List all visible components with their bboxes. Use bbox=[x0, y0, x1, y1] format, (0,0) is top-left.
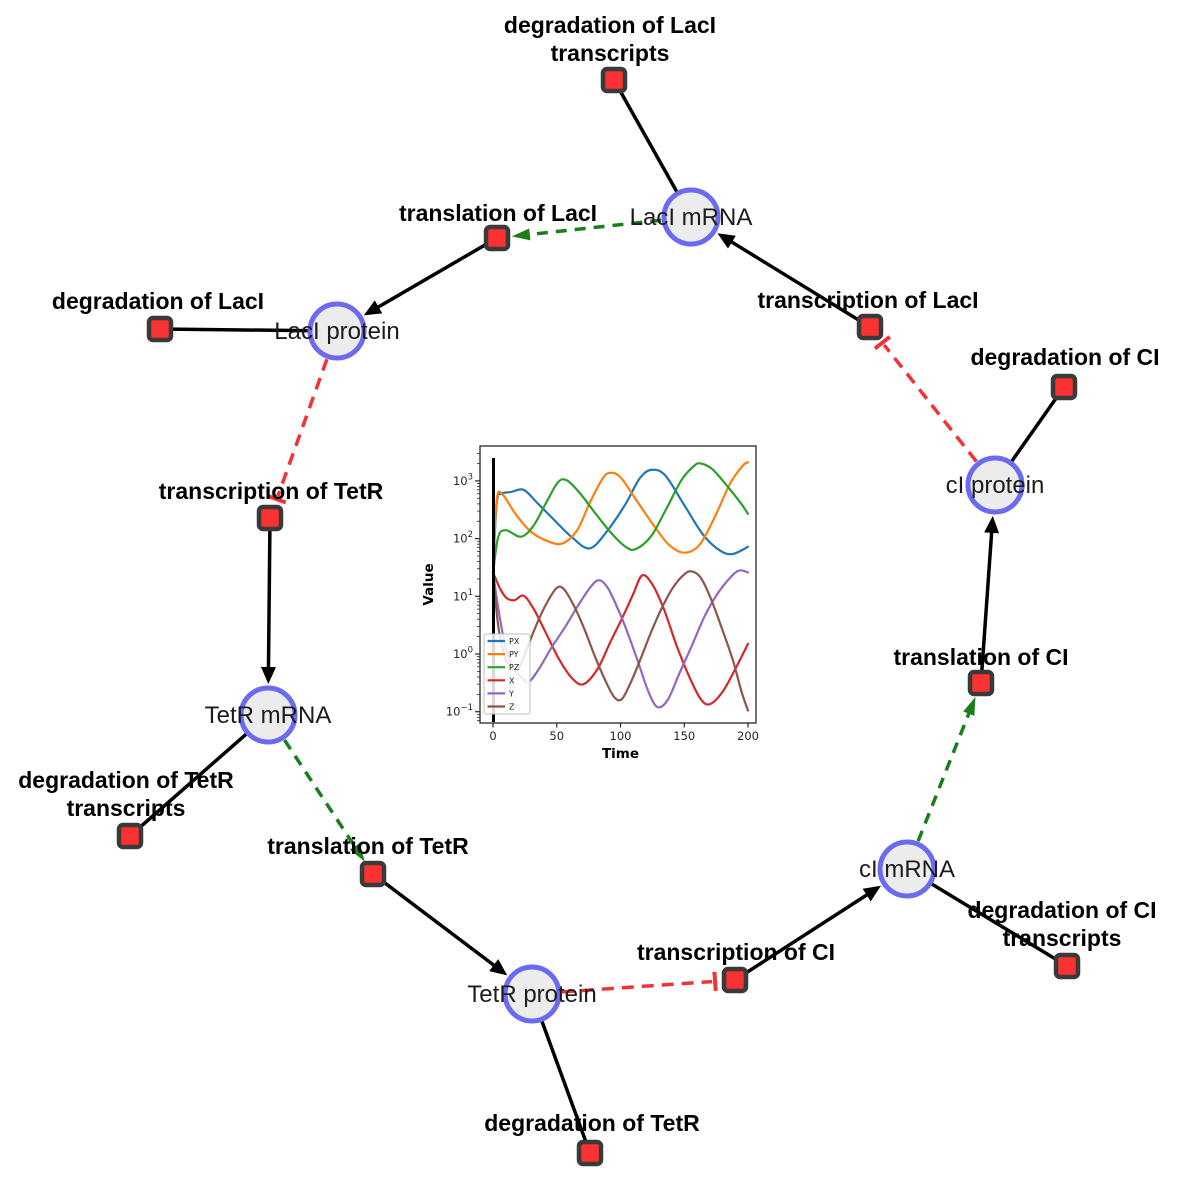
edge-transc_cI-cI_mRNA bbox=[734, 891, 871, 982]
species-node-tetR_protein[interactable] bbox=[502, 964, 562, 1024]
reaction-node-deg_lacI[interactable] bbox=[146, 315, 174, 343]
legend-label-X: X bbox=[509, 676, 515, 685]
reaction-label-deg_tetR_tx: degradation of TetR transcripts bbox=[18, 767, 234, 821]
y-tick-label: 101 bbox=[453, 588, 473, 604]
edge-cI_mRNA-deg_cI_tx bbox=[906, 867, 1068, 968]
edge-transl_tetR-tetR_protein bbox=[371, 872, 498, 969]
reaction-label-transc_cI: transcription of CI bbox=[637, 939, 835, 965]
legend-label-PX: PX bbox=[509, 637, 520, 646]
series-X bbox=[491, 571, 750, 706]
y-tick-label: 100 bbox=[453, 646, 473, 662]
edge-cI_protein-transc_lacI bbox=[882, 343, 978, 463]
edge-lacI_mRNA-transl_lacI-arrowhead bbox=[511, 228, 531, 241]
species-node-tetR_mRNA[interactable] bbox=[238, 685, 298, 745]
x-tick-label: 0 bbox=[489, 729, 496, 743]
species-label-lacI_mRNA: LacI mRNA bbox=[630, 204, 753, 231]
reaction-node-deg_cI[interactable] bbox=[1050, 373, 1078, 401]
edge-transl_lacI-lacI_protein-arrowhead bbox=[363, 300, 383, 316]
edge-lacI_protein-transc_tetR-tee-bar bbox=[267, 494, 287, 505]
reaction-label-deg_cI_tx: degradation of CI transcripts bbox=[967, 897, 1156, 951]
x-tick-label: 150 bbox=[673, 729, 695, 743]
legend-label-Z: Z bbox=[509, 703, 515, 712]
reaction-node-deg_lacI_tx[interactable] bbox=[600, 66, 628, 94]
species-node-cI_mRNA[interactable] bbox=[877, 839, 937, 899]
species-label-lacI_protein: LacI protein bbox=[274, 318, 399, 345]
edge-transl_cI-cI_protein bbox=[979, 529, 994, 684]
reaction-node-transl_lacI[interactable] bbox=[483, 224, 511, 252]
species-node-lacI_protein[interactable] bbox=[307, 301, 367, 361]
x-tick-label: 100 bbox=[610, 729, 632, 743]
edge-tetR_protein-transc_cI-tee-bar bbox=[712, 971, 718, 991]
reaction-label-transl_lacI: translation of LacI bbox=[399, 200, 597, 226]
species-label-tetR_protein: TetR protein bbox=[467, 981, 596, 1008]
edge-transc_tetR-tetR_mRNA-arrowhead bbox=[260, 666, 276, 685]
reaction-label-transc_tetR: transcription of TetR bbox=[159, 478, 384, 504]
edges-layer bbox=[128, 79, 1068, 1154]
reaction-node-transl_cI[interactable] bbox=[967, 669, 995, 697]
edge-transl_cI-cI_protein-arrowhead bbox=[984, 515, 1000, 534]
y-tick-label: 10−1 bbox=[446, 703, 473, 719]
x-tick-label: 50 bbox=[549, 729, 564, 743]
reaction-node-transc_tetR[interactable] bbox=[256, 504, 284, 532]
y-axis-label: Value bbox=[421, 563, 437, 605]
edge-tetR_mRNA-deg_tetR_tx bbox=[128, 713, 270, 838]
edge-transl_tetR-tetR_protein-arrowhead bbox=[489, 959, 508, 976]
y-tick-label: 102 bbox=[453, 530, 473, 546]
edge-cI_mRNA-transl_cI-arrowhead bbox=[963, 696, 976, 716]
edge-tetR_protein-transc_cI bbox=[561, 979, 713, 994]
reaction-label-deg_lacI: degradation of LacI bbox=[52, 288, 264, 314]
edge-lacI_mRNA-transl_lacI bbox=[529, 218, 662, 237]
edge-tetR_mRNA-transl_tetR bbox=[283, 739, 357, 848]
reaction-label-transl_cI: translation of CI bbox=[893, 644, 1068, 670]
edge-transc_cI-cI_mRNA-arrowhead bbox=[862, 885, 881, 902]
edge-transl_lacI-lacI_protein bbox=[375, 236, 498, 310]
legend-label-PZ: PZ bbox=[509, 663, 520, 672]
species-node-cI_protein[interactable] bbox=[965, 455, 1025, 515]
species-label-cI_protein: cI protein bbox=[946, 472, 1045, 499]
edge-transc_lacI-lacI_mRNA bbox=[728, 239, 871, 329]
reaction-node-transc_cI[interactable] bbox=[721, 966, 749, 994]
legend-label-Y: Y bbox=[508, 689, 514, 698]
nodes-layer bbox=[116, 66, 1081, 1167]
reaction-node-deg_tetR_tx[interactable] bbox=[116, 822, 144, 850]
reaction-label-transc_lacI: transcription of LacI bbox=[757, 287, 978, 313]
edge-cI_protein-transc_lacI-tee-bar bbox=[873, 335, 892, 351]
reaction-label-transl_tetR: translation of TetR bbox=[267, 833, 469, 859]
series-PZ bbox=[491, 462, 750, 575]
reaction-node-transl_tetR[interactable] bbox=[359, 860, 387, 888]
x-tick-label: 200 bbox=[737, 729, 759, 743]
time-course-plot: 0 50 100 150 20010310210110010−1TimeValuePXP… bbox=[421, 445, 759, 762]
reaction-node-deg_cI_tx[interactable] bbox=[1053, 952, 1081, 980]
legend: PX PY PZ XYZ bbox=[483, 633, 531, 715]
species-node-lacI_mRNA[interactable] bbox=[661, 187, 721, 247]
legend-box bbox=[483, 633, 531, 715]
edge-lacI_protein-deg_lacI bbox=[159, 327, 338, 333]
x-axis-label: Time bbox=[602, 746, 639, 762]
reaction-label-deg_tetR: degradation of TetR bbox=[484, 1110, 700, 1136]
reaction-node-deg_tetR[interactable] bbox=[576, 1139, 604, 1167]
species-label-cI_mRNA: cI mRNA bbox=[859, 856, 955, 883]
reaction-node-transc_lacI[interactable] bbox=[856, 313, 884, 341]
edge-lacI_protein-transc_tetR bbox=[276, 358, 329, 497]
y-tick-label: 103 bbox=[453, 472, 473, 488]
edge-transc_tetR-tetR_mRNA bbox=[266, 517, 272, 671]
species-label-tetR_mRNA: TetR mRNA bbox=[205, 702, 332, 729]
edge-tetR_mRNA-transl_tetR-arrowhead bbox=[349, 843, 365, 862]
edge-cI_mRNA-transl_cI bbox=[916, 713, 971, 842]
series-PY bbox=[491, 461, 750, 575]
reaction-label-deg_cI: degradation of CI bbox=[970, 344, 1159, 370]
edge-transc_lacI-lacI_mRNA-arrowhead bbox=[717, 233, 736, 249]
legend-label-PY: PY bbox=[509, 650, 519, 659]
labels-layer: LacI mRNA LacI protein TetR mRNA TetR prote… bbox=[18, 12, 1159, 1136]
reaction-label-deg_lacI_tx: degradation of LacI transcripts bbox=[504, 12, 716, 66]
